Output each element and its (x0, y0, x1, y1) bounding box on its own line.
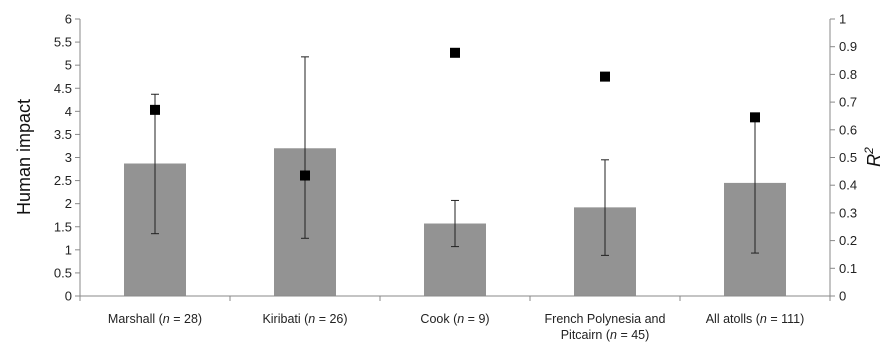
left-tick-label: 2.5 (54, 173, 72, 188)
left-tick-label: 0.5 (54, 265, 72, 280)
left-tick-label: 3.5 (54, 127, 72, 142)
right-tick-label: 0.9 (839, 39, 857, 54)
error-bar (451, 199, 459, 248)
r2-point (150, 104, 160, 115)
error-bars-group (151, 56, 759, 256)
right-tick-label: 0.1 (839, 261, 857, 276)
right-tick-label: 0.2 (839, 233, 857, 248)
right-tick-label: 0.7 (839, 95, 857, 110)
left-tick-label: 4 (65, 104, 72, 119)
category-label: French Polynesia and (545, 312, 666, 326)
r2-point (300, 170, 310, 181)
right-tick-label: 0 (839, 289, 846, 304)
category-labels: Marshall (n = 28) Kiribati (n = 26) Cook (… (108, 312, 804, 342)
category-label: Marshall (n = 28) (108, 312, 202, 326)
r2-point (450, 47, 460, 58)
right-tick-label: 0.3 (839, 205, 857, 220)
left-tick-label: 5.5 (54, 35, 72, 50)
y-axis-right-label: R2 (862, 147, 884, 167)
left-tick-label: 2 (65, 196, 72, 211)
category-label: Kiribati (n = 26) (262, 312, 347, 326)
right-axis-ticks: 0 0.1 0.2 0.3 0.4 0.5 0.6 0.7 0.8 0.9 1 (830, 12, 857, 304)
y-axis-label: Human impact (14, 99, 34, 215)
r2-point (600, 71, 610, 82)
right-tick-label: 0.4 (839, 178, 857, 193)
error-bar (151, 93, 159, 235)
error-bar (301, 56, 309, 239)
category-label: Cook (n = 9) (420, 312, 489, 326)
bars-group (124, 148, 786, 296)
left-tick-label: 3 (65, 150, 72, 165)
axes (79, 19, 831, 301)
error-bar (601, 159, 609, 256)
left-tick-label: 5 (65, 58, 72, 73)
left-tick-label: 4.5 (54, 81, 72, 96)
left-axis-ticks: 0 0.5 1 1.5 2 2.5 3 3.5 4 4.5 5 5.5 6 (54, 12, 80, 304)
category-label: All atolls (n = 111) (706, 312, 805, 326)
right-tick-label: 0.5 (839, 150, 857, 165)
left-tick-label: 6 (65, 12, 72, 27)
r2-points-group (150, 47, 760, 181)
category-label: Pitcairn (n = 45) (561, 328, 650, 342)
right-tick-label: 1 (839, 12, 846, 27)
left-tick-label: 0 (65, 289, 72, 304)
right-tick-label: 0.8 (839, 67, 857, 82)
right-tick-label: 0.6 (839, 122, 857, 137)
left-tick-label: 1.5 (54, 219, 72, 234)
r2-point (750, 112, 760, 123)
left-tick-label: 1 (65, 242, 72, 257)
